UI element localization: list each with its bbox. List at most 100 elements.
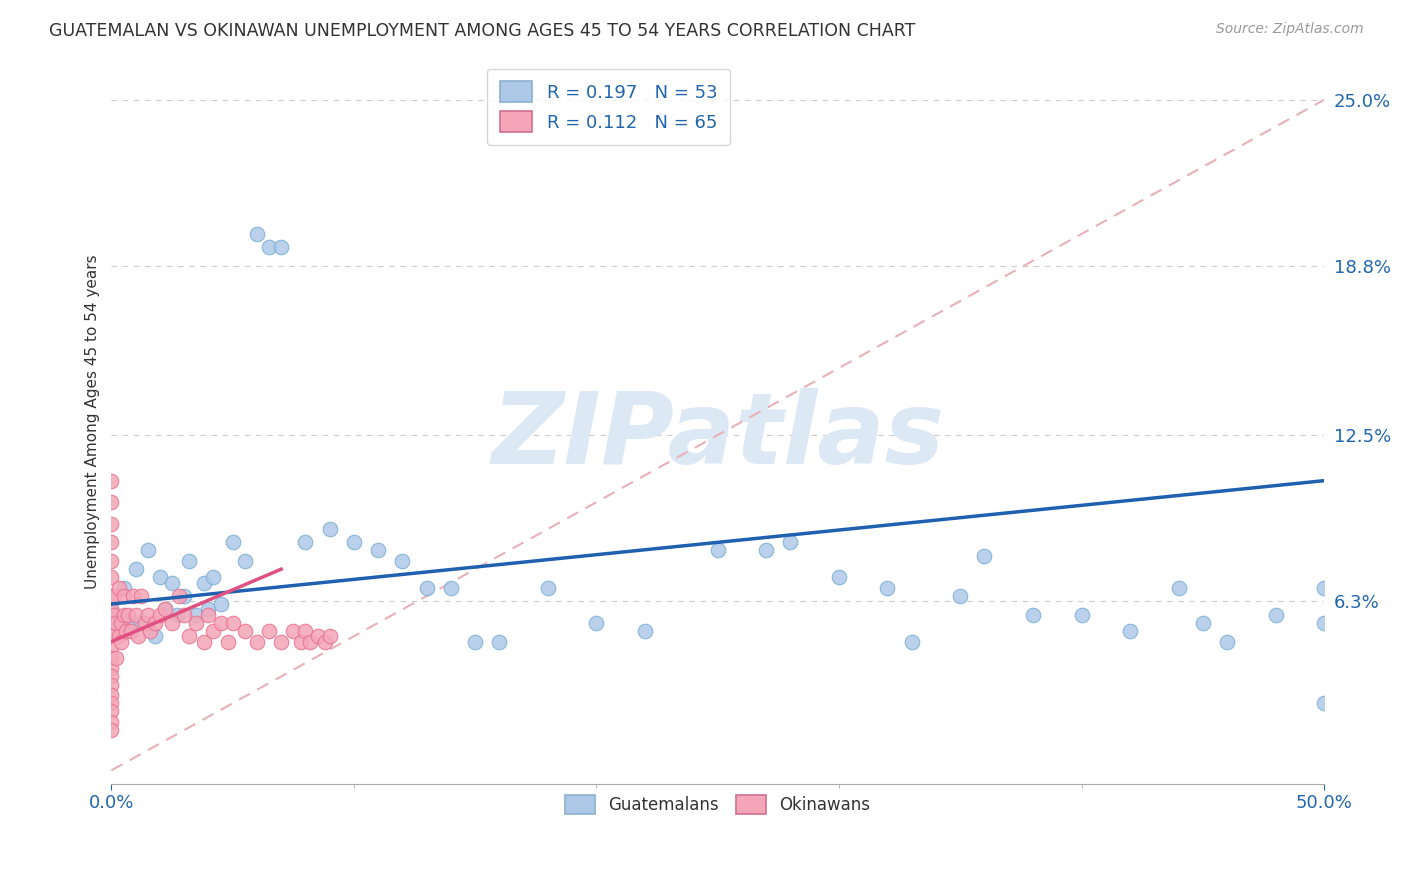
Point (100, 495, 122, 509)
Point (246, 227, 269, 241)
Point (100, 650, 122, 665)
Point (100, 669, 122, 683)
Point (193, 634, 215, 648)
Point (100, 602, 122, 616)
Point (100, 714, 122, 729)
Point (173, 607, 195, 622)
Point (202, 570, 225, 584)
Point (209, 597, 232, 611)
Point (197, 602, 219, 616)
Point (143, 615, 166, 630)
Point (537, 581, 560, 595)
Point (173, 589, 195, 603)
Point (127, 629, 149, 643)
Point (440, 581, 463, 595)
Point (100, 696, 122, 710)
Point (166, 607, 188, 622)
Point (755, 543, 778, 558)
Point (107, 629, 129, 643)
Point (110, 634, 132, 648)
Point (283, 624, 305, 638)
Point (112, 607, 135, 622)
Point (876, 581, 898, 595)
Point (100, 570, 122, 584)
Point (367, 543, 389, 558)
Point (488, 634, 510, 648)
Point (149, 570, 172, 584)
Point (100, 704, 122, 718)
Point (318, 522, 340, 536)
Point (100, 688, 122, 702)
Point (197, 607, 219, 622)
Point (160, 615, 183, 630)
Point (1167, 581, 1189, 595)
Y-axis label: Unemployment Among Ages 45 to 54 years: Unemployment Among Ages 45 to 54 years (86, 254, 100, 589)
Point (112, 581, 135, 595)
Point (115, 624, 138, 638)
Point (246, 634, 269, 648)
Point (318, 629, 340, 643)
Point (257, 240, 280, 254)
Point (112, 589, 135, 603)
Point (193, 575, 215, 590)
Point (100, 677, 122, 691)
Point (1119, 624, 1142, 638)
Point (828, 570, 851, 584)
Point (343, 535, 366, 549)
Point (100, 602, 122, 616)
Point (391, 554, 413, 568)
Point (100, 535, 122, 549)
Point (270, 240, 292, 254)
Point (217, 634, 239, 648)
Point (124, 562, 146, 576)
Point (107, 581, 129, 595)
Text: GUATEMALAN VS OKINAWAN UNEMPLOYMENT AMONG AGES 45 TO 54 YEARS CORRELATION CHART: GUATEMALAN VS OKINAWAN UNEMPLOYMENT AMON… (49, 22, 915, 40)
Point (779, 535, 801, 549)
Point (136, 607, 159, 622)
Point (120, 615, 142, 630)
Point (100, 554, 122, 568)
Text: Source: ZipAtlas.com: Source: ZipAtlas.com (1216, 22, 1364, 37)
Point (129, 615, 152, 630)
Point (139, 624, 162, 638)
Point (124, 607, 146, 622)
Point (1313, 615, 1336, 630)
Point (117, 607, 139, 622)
Point (100, 589, 122, 603)
Point (110, 615, 132, 630)
Point (153, 602, 176, 616)
Point (464, 634, 486, 648)
Point (585, 615, 607, 630)
Point (209, 615, 232, 630)
Point (1191, 615, 1213, 630)
Point (294, 535, 316, 549)
Point (307, 629, 329, 643)
Point (294, 624, 316, 638)
Point (136, 543, 159, 558)
Point (973, 549, 995, 563)
Point (100, 629, 122, 643)
Point (1313, 581, 1336, 595)
Point (160, 575, 183, 590)
Point (949, 589, 972, 603)
Point (122, 589, 145, 603)
Point (186, 607, 208, 622)
Point (129, 589, 152, 603)
Point (100, 474, 122, 488)
Point (103, 589, 125, 603)
Point (634, 624, 657, 638)
Point (1216, 634, 1239, 648)
Point (706, 543, 728, 558)
Point (1313, 696, 1336, 710)
Point (100, 615, 122, 630)
Point (1070, 607, 1092, 622)
Point (415, 581, 437, 595)
Point (100, 640, 122, 654)
Point (186, 615, 208, 630)
Point (169, 589, 191, 603)
Point (105, 615, 128, 630)
Point (103, 607, 125, 622)
Legend: Guatemalans, Okinawans: Guatemalans, Okinawans (554, 783, 882, 826)
Point (233, 624, 256, 638)
Point (120, 624, 142, 638)
